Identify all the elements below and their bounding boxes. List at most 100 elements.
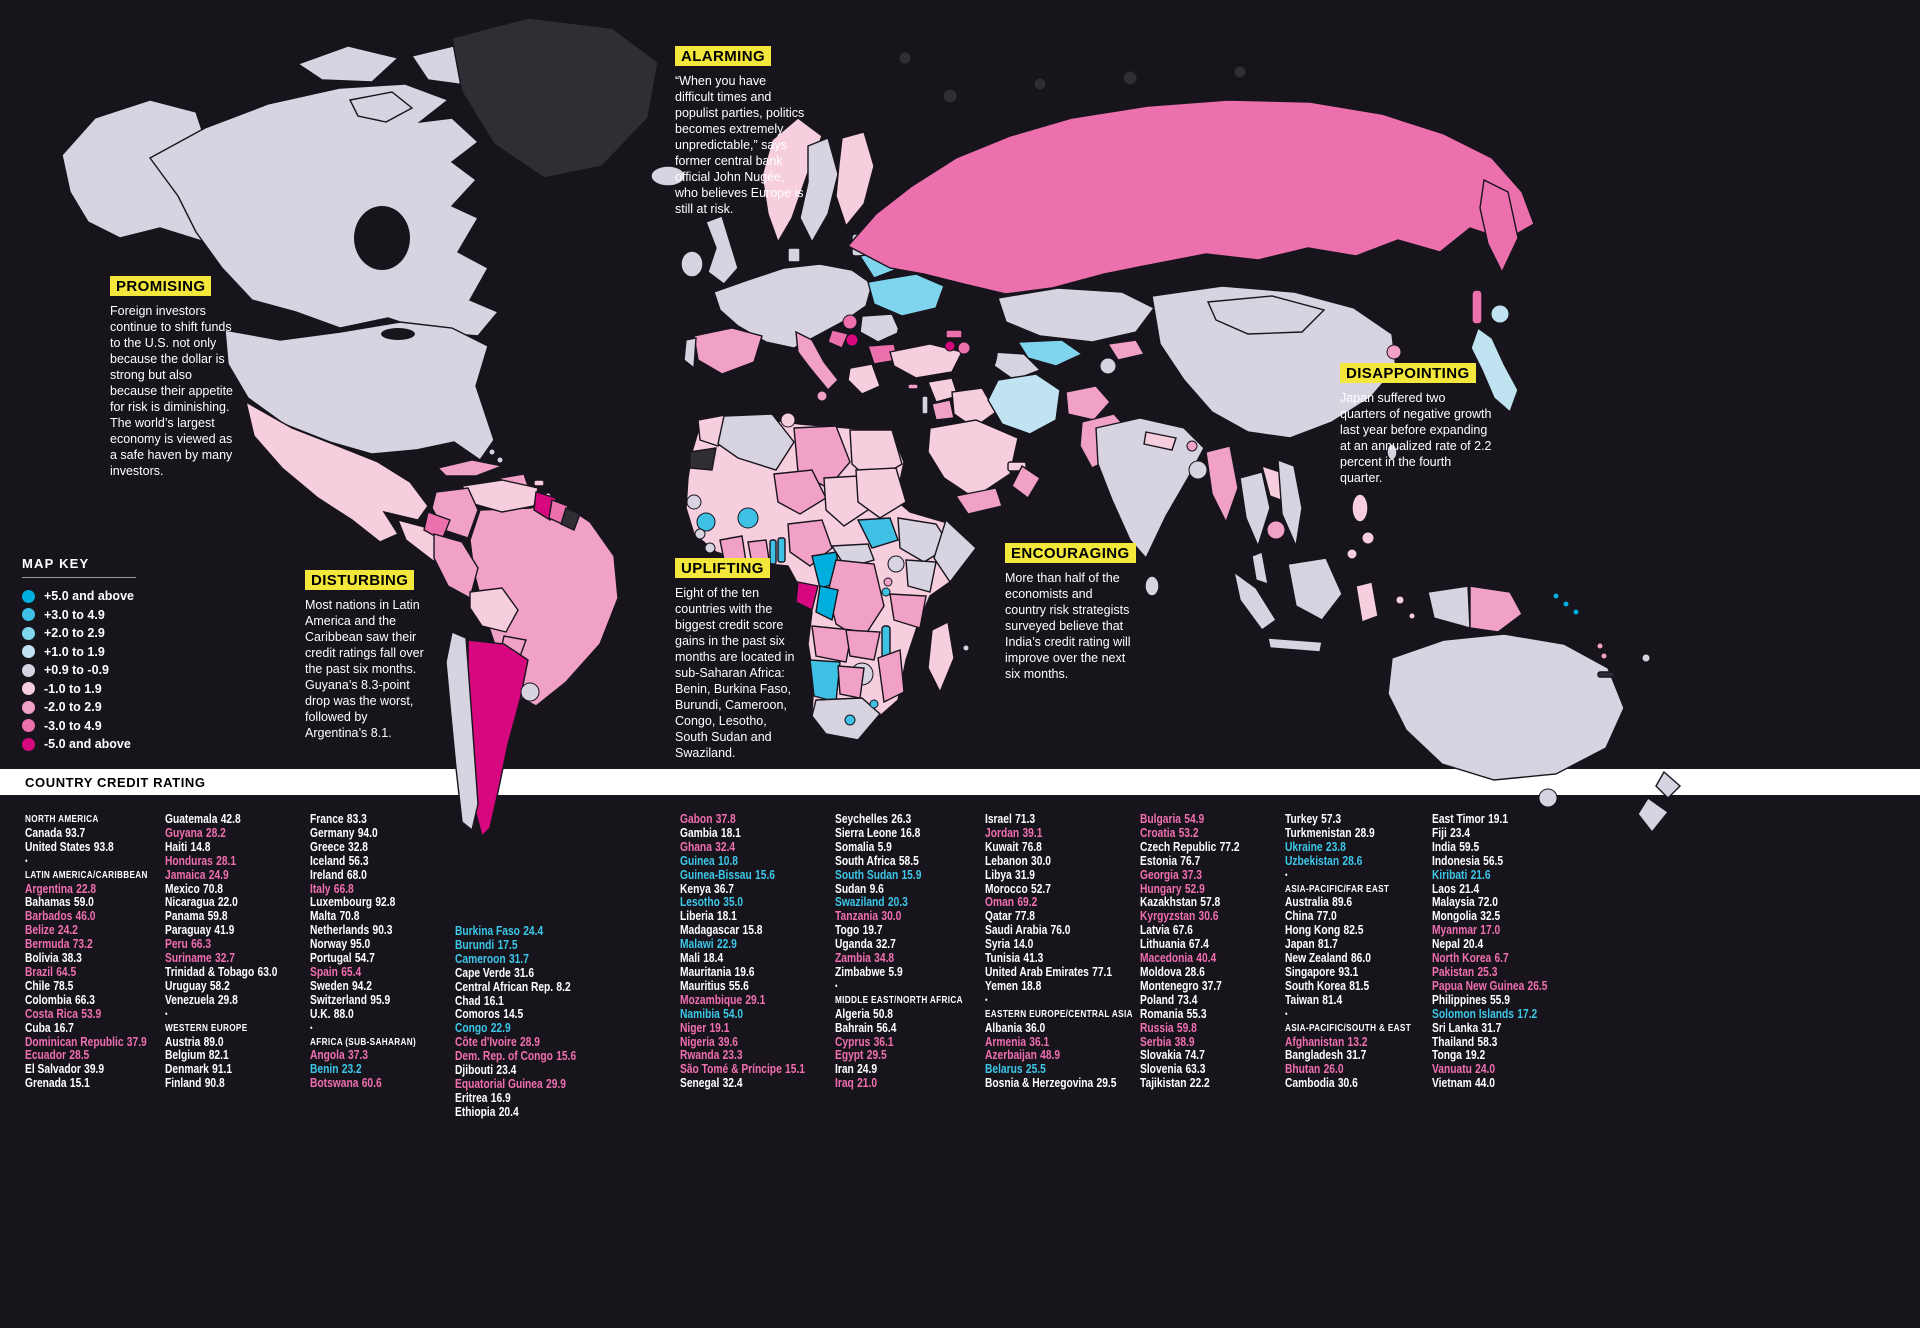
country-rating: Congo 22.9 xyxy=(455,1021,607,1036)
country-rating: Armenia 36.1 xyxy=(985,1034,1137,1050)
country-name: Papua New Guinea xyxy=(1432,978,1525,993)
country-value: 17.2 xyxy=(1517,1006,1538,1021)
key-label: +5.0 and above xyxy=(44,589,134,604)
country-value: 37.3 xyxy=(348,1048,368,1063)
country-value: 77.8 xyxy=(1015,909,1036,924)
country-name: Taiwan xyxy=(1285,992,1319,1007)
country-name: Finland xyxy=(165,1076,202,1091)
country-value: 21.6 xyxy=(1470,867,1491,882)
country-value: 76.8 xyxy=(1021,839,1042,854)
country-value: 81.4 xyxy=(1322,992,1343,1007)
country-name: Ireland xyxy=(310,867,344,882)
country-rating: Kiribati 21.6 xyxy=(1432,867,1584,883)
country-rating: Zimbabwe 5.9 xyxy=(835,965,987,980)
country-rating: Tonga 19.2 xyxy=(1432,1048,1584,1063)
key-label: -3.0 to 4.9 xyxy=(44,718,102,733)
country-name: Cape Verde xyxy=(455,965,511,980)
country-rating: Bhutan 26.0 xyxy=(1285,1062,1437,1077)
country-name: Bangladesh xyxy=(1285,1048,1344,1063)
country-name: Bermuda xyxy=(25,937,70,952)
country-value: 30.0 xyxy=(1030,853,1051,868)
country-rating: Moldova 28.6 xyxy=(1140,965,1292,980)
country-name: Australia xyxy=(1285,895,1329,910)
country-rating: Lesotho 35.0 xyxy=(680,895,832,910)
country-rating: Fiji 23.4 xyxy=(1432,826,1584,841)
country-rating: Ethiopia 20.4 xyxy=(455,1105,607,1120)
country-value: 56.5 xyxy=(1483,853,1504,868)
country-value: 88.0 xyxy=(333,1006,354,1021)
country-value: 54.0 xyxy=(723,1006,744,1021)
country-name: Uruguay xyxy=(165,978,207,993)
country-name: Barbados xyxy=(25,909,73,924)
country-name: Niger xyxy=(680,1020,707,1035)
country-rating: Djibouti 23.4 xyxy=(455,1063,607,1078)
country-value: 72.0 xyxy=(1478,895,1498,910)
country-value: 23.8 xyxy=(1325,839,1346,854)
country-rating: Nigeria 39.6 xyxy=(680,1035,832,1050)
country-name: Spain xyxy=(310,964,338,979)
country-name: Kiribati xyxy=(1432,867,1468,882)
country-rating: Slovakia 74.7 xyxy=(1140,1048,1292,1063)
section-bar-title: COUNTRY CREDIT RATING xyxy=(25,774,206,790)
country-rating: Botswana 60.6 xyxy=(310,1076,462,1091)
country-value: 90.8 xyxy=(204,1076,225,1091)
country-rating: Chile 78.5 xyxy=(25,978,177,994)
country-rating: São Tomé & Príncipe 15.1 xyxy=(680,1062,832,1077)
country-name: U.K. xyxy=(310,1006,331,1021)
country-rating: Mali 18.4 xyxy=(680,951,832,966)
country-rating: Seychelles 26.3 xyxy=(835,812,987,827)
country-value: 10.8 xyxy=(718,853,738,868)
country-value: 24.2 xyxy=(57,923,78,938)
country-rating: Kuwait 76.8 xyxy=(985,839,1137,855)
country-value: 95.0 xyxy=(350,937,371,952)
country-rating: Latvia 67.6 xyxy=(1140,923,1292,938)
country-rating: Iceland 56.3 xyxy=(310,853,462,869)
country-name: Chad xyxy=(455,993,481,1008)
country-name: Uganda xyxy=(835,937,873,952)
key-color-swatch xyxy=(22,737,35,751)
country-rating: Cape Verde 31.6 xyxy=(455,965,607,981)
country-value: 23.3 xyxy=(722,1048,743,1063)
country-rating: Belgium 82.1 xyxy=(165,1048,317,1063)
country-value: 38.3 xyxy=(61,951,82,966)
country-rating: Switzerland 95.9 xyxy=(310,993,462,1008)
country-value: 77.1 xyxy=(1092,964,1113,979)
map-key-item: +3.0 to 4.9 xyxy=(22,606,136,625)
country-rating: Germany 94.0 xyxy=(310,826,462,841)
country-name: Libya xyxy=(985,867,1012,882)
country-rating: Guinea-Bissau 15.6 xyxy=(680,868,832,883)
country-name: Belarus xyxy=(985,1062,1023,1077)
country-name: Myanmar xyxy=(1432,923,1478,938)
country-rating: Cyprus 36.1 xyxy=(835,1035,987,1050)
country-name: Congo xyxy=(455,1021,488,1036)
country-name: Kuwait xyxy=(985,839,1019,854)
country-value: 22.9 xyxy=(490,1021,511,1036)
country-name: Swaziland xyxy=(835,895,885,910)
region-separator: • xyxy=(165,1008,168,1019)
country-rating: Papua New Guinea 26.5 xyxy=(1432,978,1584,994)
region-header: NORTH AMERICA xyxy=(25,814,99,825)
country-name: Turkmenistan xyxy=(1285,825,1352,840)
country-rating: South Korea 81.5 xyxy=(1285,979,1437,994)
country-name: Iceland xyxy=(310,853,346,868)
country-name: Uzbekistan xyxy=(1285,853,1340,868)
country-name: Botswana xyxy=(310,1076,359,1091)
country-rating: Cameroon 31.7 xyxy=(455,952,607,967)
country-name: Lithuania xyxy=(1140,937,1186,952)
country-rating: Rwanda 23.3 xyxy=(680,1048,832,1063)
country-name: Lesotho xyxy=(680,895,720,910)
country-rating: Guinea 10.8 xyxy=(680,853,832,869)
country-rating: Guatemala 42.8 xyxy=(165,812,317,827)
country-value: 13.2 xyxy=(1347,1034,1368,1049)
country-name: Morocco xyxy=(985,881,1028,896)
country-value: 19.7 xyxy=(862,923,883,938)
country-value: 37.9 xyxy=(126,1034,147,1049)
country-name: Macedonia xyxy=(1140,951,1193,966)
country-value: 36.1 xyxy=(1029,1034,1050,1049)
country-name: Chile xyxy=(25,978,51,993)
country-rating: Jamaica 24.9 xyxy=(165,868,317,883)
country-value: 64.5 xyxy=(56,964,77,979)
country-name: Cambodia xyxy=(1285,1076,1335,1091)
country-value: 36.0 xyxy=(1025,1020,1046,1035)
country-value: 29.9 xyxy=(545,1076,566,1091)
